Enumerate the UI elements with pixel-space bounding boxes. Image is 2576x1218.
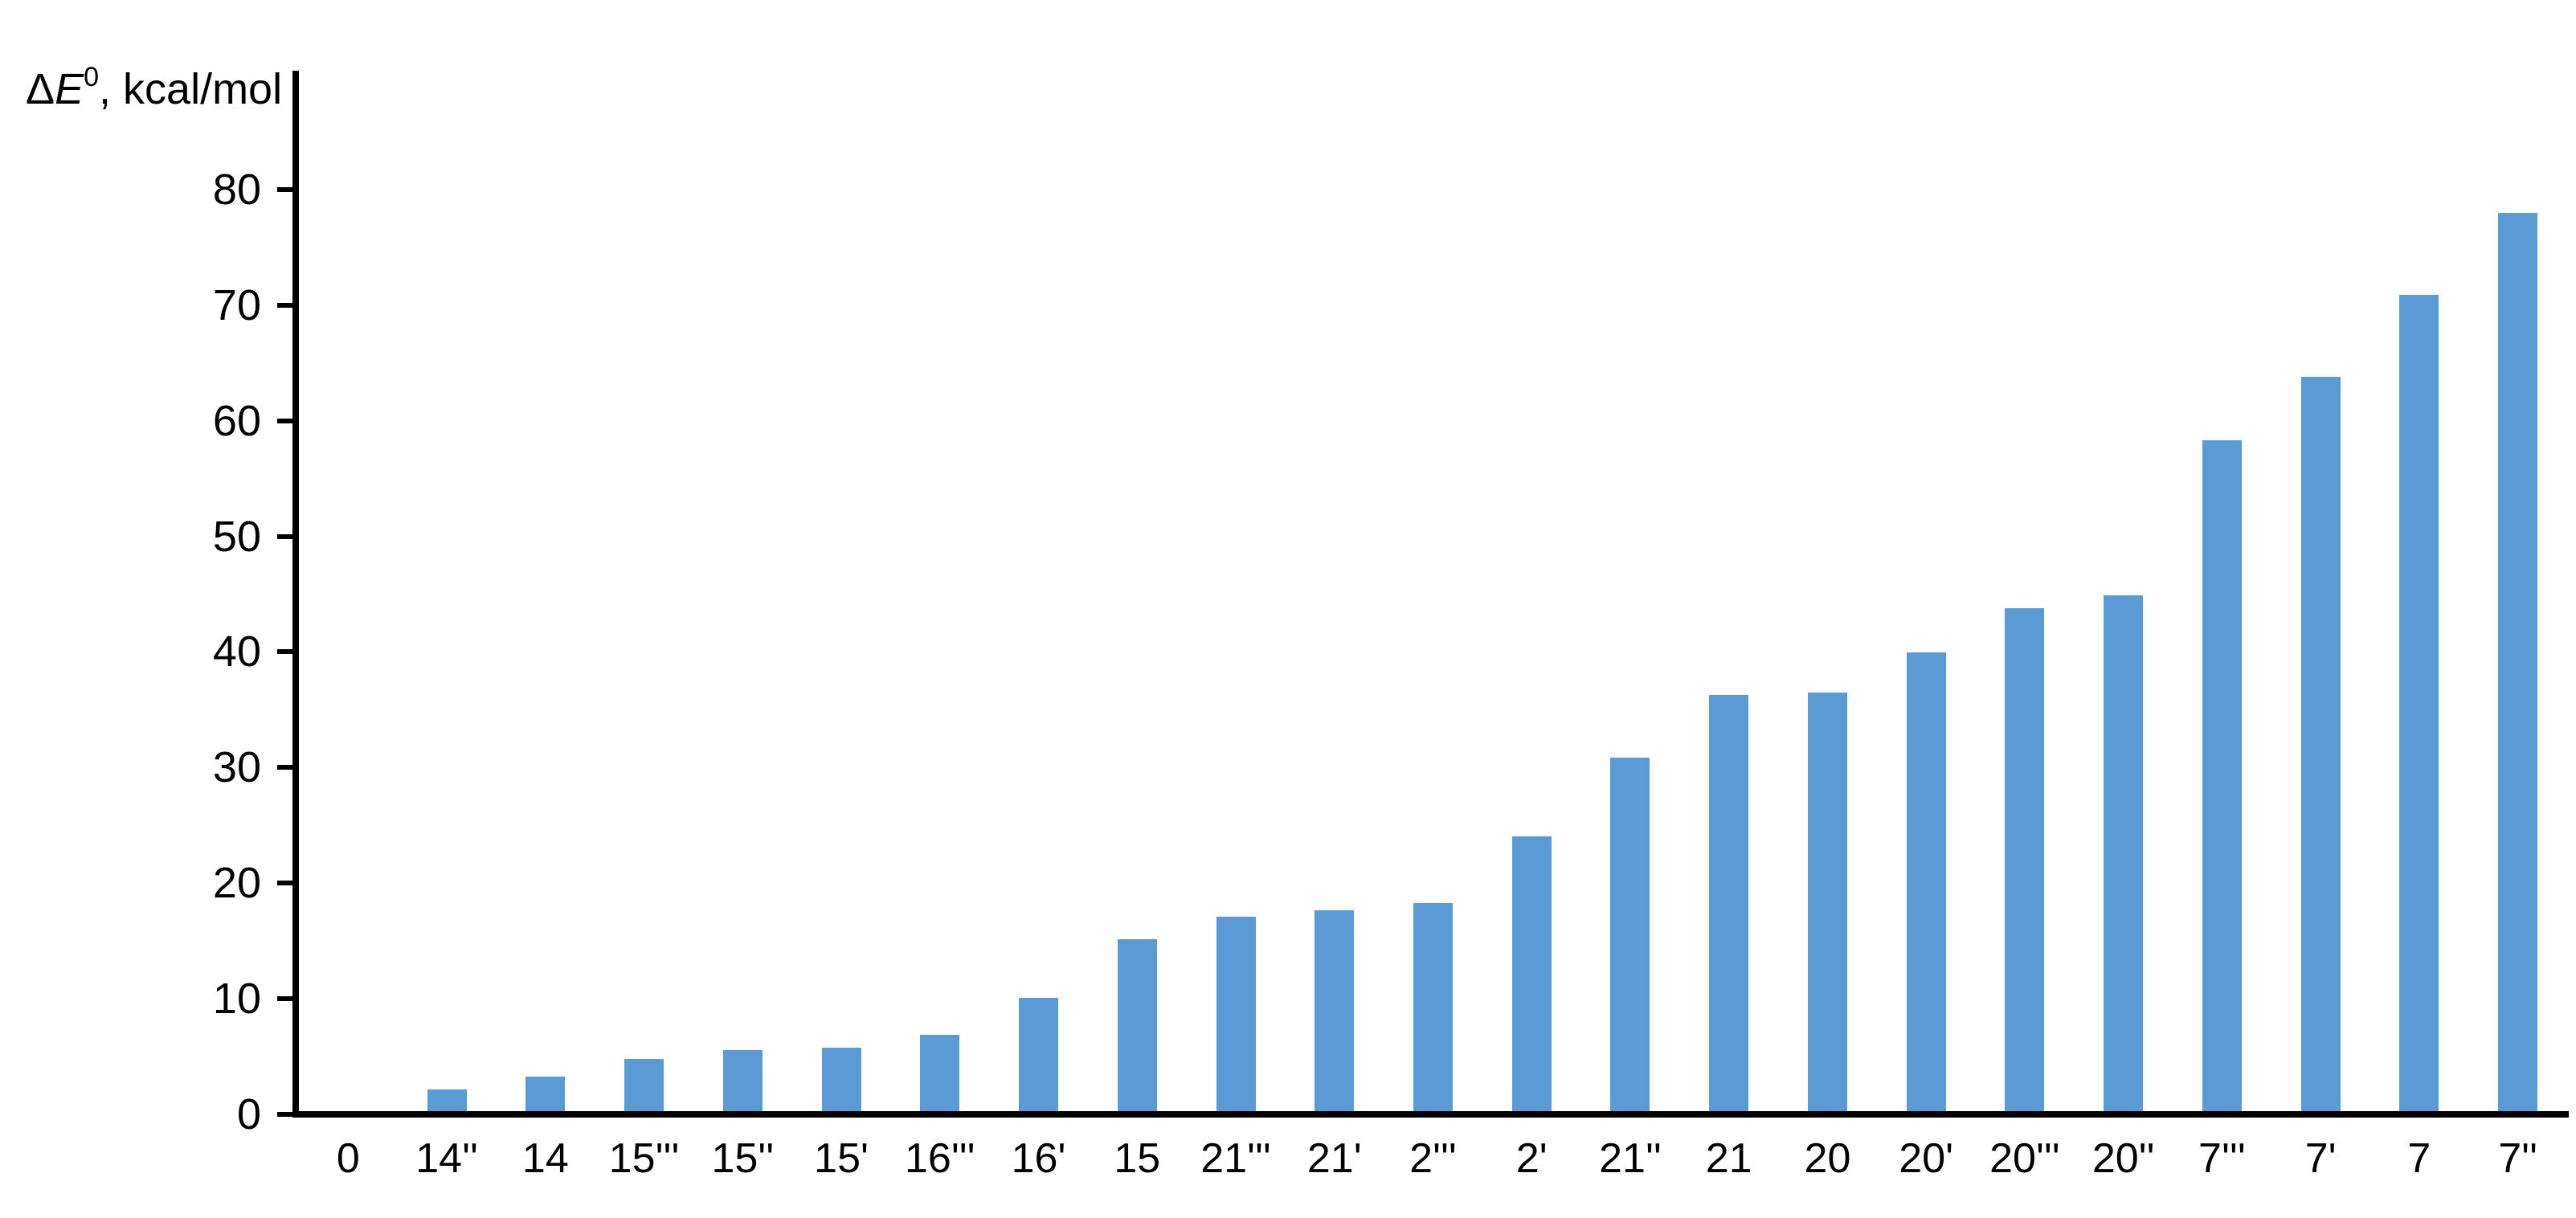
bar-21p <box>1315 909 1355 1111</box>
x-tick-label: 15''' <box>608 1135 680 1182</box>
x-tick-label: 16' <box>1011 1135 1066 1182</box>
x-tick-label: 14 <box>521 1135 569 1182</box>
y-tick-label: 40 <box>212 627 261 676</box>
bar-7p <box>2300 377 2341 1111</box>
x-tick-label: 20' <box>1899 1135 1954 1182</box>
bar-21 <box>1709 695 1749 1111</box>
x-tick-label: 21''' <box>1200 1135 1271 1182</box>
x-tick-label: 15'' <box>711 1135 775 1182</box>
x-tick-label: 21' <box>1306 1135 1362 1182</box>
x-axis-line <box>292 1111 2569 1118</box>
bar-16p <box>1019 997 1059 1111</box>
bar-15pp <box>722 1049 763 1111</box>
y-axis-title: ΔE0, kcal/mol <box>26 61 283 114</box>
bar-20p <box>1906 652 1946 1111</box>
y-tick-label: 50 <box>212 512 261 561</box>
bar-7 <box>2399 295 2439 1111</box>
x-tick-label: 7' <box>2304 1135 2337 1182</box>
y-tick-label: 70 <box>212 280 261 329</box>
bar-2p <box>1511 836 1552 1111</box>
y-tick-mark <box>277 418 292 423</box>
bar-20ppp <box>2005 608 2045 1111</box>
y-tick-label: 80 <box>212 165 261 214</box>
x-tick-label: 7'' <box>2498 1135 2538 1182</box>
x-tick-label: 7 <box>2407 1135 2431 1182</box>
x-tick-label: 20''' <box>1989 1135 2060 1182</box>
y-tick-label: 0 <box>236 1090 261 1138</box>
bar-14pp <box>427 1089 467 1111</box>
x-tick-label: 21'' <box>1599 1135 1662 1182</box>
bar-15p <box>821 1047 861 1111</box>
y-tick-mark <box>277 881 292 886</box>
bar-7ppp <box>2202 440 2242 1111</box>
bar-21pp <box>1610 757 1650 1111</box>
bar-14 <box>525 1076 566 1111</box>
x-tick-label: 7''' <box>2198 1135 2246 1182</box>
bar-7pp <box>2498 212 2538 1111</box>
bar-2ppp <box>1413 903 1453 1111</box>
y-tick-label: 20 <box>212 859 261 908</box>
y-tick-mark <box>277 533 292 539</box>
x-tick-label: 21 <box>1705 1135 1752 1182</box>
y-axis-title-variable: E <box>55 65 84 113</box>
y-tick-mark <box>277 996 292 1002</box>
x-tick-label: 14'' <box>415 1135 478 1182</box>
x-tick-label: 16''' <box>904 1135 975 1182</box>
y-tick-label: 60 <box>212 396 261 445</box>
bar-20 <box>1807 693 1847 1111</box>
bar-20pp <box>2104 595 2144 1111</box>
x-tick-label: 0 <box>336 1135 360 1182</box>
y-tick-mark <box>277 186 292 192</box>
bar-21ppp <box>1216 917 1256 1111</box>
y-tick-label: 10 <box>212 975 261 1024</box>
bar-15 <box>1117 938 1157 1111</box>
y-tick-mark <box>277 1112 292 1117</box>
x-tick-label: 15 <box>1114 1135 1161 1182</box>
x-tick-label: 2' <box>1515 1135 1548 1182</box>
y-axis-title-suffix: , kcal/mol <box>99 65 283 113</box>
y-tick-mark <box>277 302 292 308</box>
y-tick-mark <box>277 649 292 655</box>
y-axis-title-superscript: 0 <box>84 61 100 92</box>
x-tick-label: 20'' <box>2091 1135 2155 1182</box>
x-tick-label: 20 <box>1804 1135 1851 1182</box>
y-tick-label: 30 <box>212 743 261 792</box>
x-tick-label: 15' <box>814 1135 869 1182</box>
y-axis-line <box>292 71 299 1118</box>
y-axis-title-delta: Δ <box>26 65 55 113</box>
y-tick-mark <box>277 765 292 770</box>
bar-15ppp <box>624 1059 664 1111</box>
bar-16ppp <box>920 1035 960 1111</box>
x-tick-label: 2''' <box>1409 1135 1457 1182</box>
